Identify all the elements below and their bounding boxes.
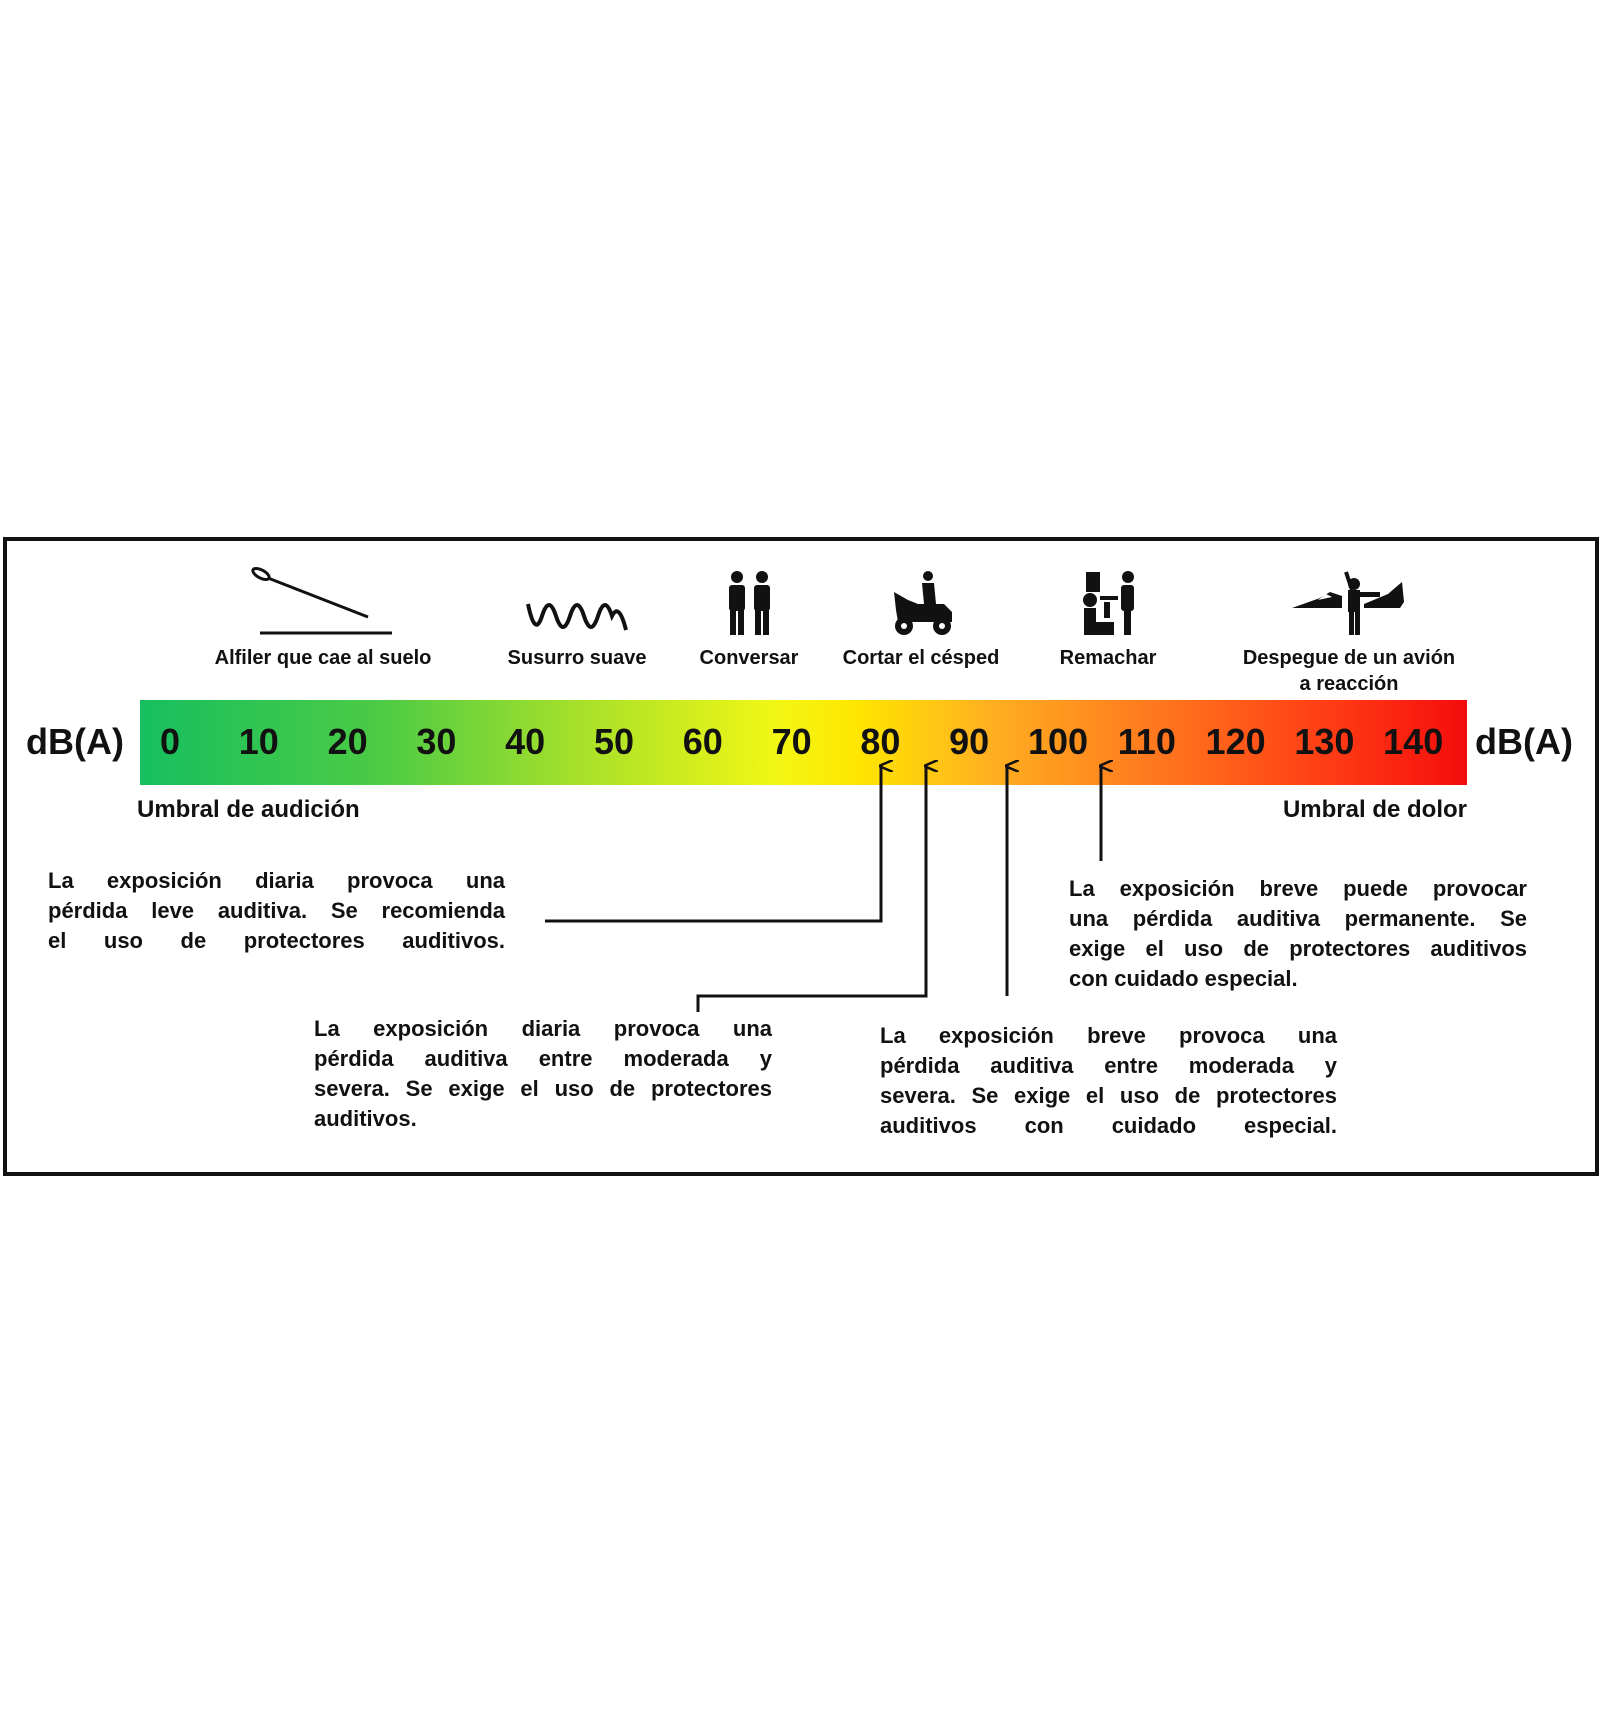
unit-label-right: dB(A) [1475,721,1573,762]
note-line: La exposición breve provoca una [880,1023,1337,1048]
note-brief-moderate-loss: La exposición breve provoca una pérdida a… [880,1021,1337,1141]
two-people-icon [729,571,770,635]
note-line: auditivos con cuidado especial. [880,1113,1337,1138]
jet-takeoff-icon [1292,571,1404,635]
note-brief-permanent-loss: La exposición breve puede provocar una pé… [1069,874,1527,994]
note-line: el uso de protectores auditivos. [48,928,505,953]
note-line: severa. Se exige el uso de protectores [314,1076,772,1101]
note-line: La exposición diaria provoca una [48,868,505,893]
decibel-gradient-bar [140,700,1467,785]
activity-label-riveting: Remachar [1059,647,1157,669]
note-daily-moderate-loss: La exposición diaria provoca una pérdida … [314,1014,772,1134]
tick-label-20: 20 [327,721,368,762]
lawn-mower-icon [894,571,952,635]
hearing-threshold-label: Umbral de audición [137,796,360,823]
note-line: pérdida leve auditiva. Se recomienda [48,898,505,923]
activity-label-whisper: Susurro suave [507,647,647,669]
note-line: con cuidado especial. [1069,966,1298,991]
note-line: auditivos. [314,1106,417,1131]
note-line: pérdida auditiva entre moderada y [314,1046,772,1071]
activity-label-jet: Despegue de un avión a reacción [1199,645,1499,697]
activity-label-conversation: Conversar [699,647,799,669]
note-line: La exposición diaria provoca una [314,1016,772,1041]
tick-label-130: 130 [1294,721,1355,762]
pin-drop-icon [251,566,392,635]
riveting-worker-icon [1083,571,1134,635]
tick-label-120: 120 [1205,721,1266,762]
note-daily-mild-loss: La exposición diaria provoca una pérdida … [48,866,505,956]
tick-label-30: 30 [416,721,457,762]
note-line: La exposición breve puede provocar [1069,876,1527,901]
note-line: severa. Se exige el uso de protectores [880,1083,1337,1108]
tick-label-110: 110 [1117,721,1176,762]
arrow-80db [545,766,881,923]
note-line: una pérdida auditiva permanente. Se [1069,906,1527,931]
chart-frame [3,537,1599,1176]
pain-threshold-label: Umbral de dolor [1282,796,1467,823]
tick-label-80: 80 [860,721,901,762]
tick-label-140: 140 [1383,721,1444,762]
tick-label-10: 10 [238,721,279,762]
tick-label-90: 90 [949,721,990,762]
tick-label-40: 40 [505,721,546,762]
activity-label-jet-line2: a reacción [1299,673,1399,695]
arrow-85db [696,766,926,1012]
activity-label-pin: Alfiler que cae al suelo [214,647,432,669]
tick-label-0: 0 [159,721,181,762]
tick-label-100: 100 [1027,721,1089,762]
tick-label-60: 60 [682,721,723,762]
note-line: exige el uso de protectores auditivos [1069,936,1527,961]
tick-label-50: 50 [593,721,635,762]
activity-label-lawn-mowing: Cortar el césped [842,647,1000,669]
note-line: pérdida auditiva entre moderada y [880,1053,1337,1078]
activity-label-jet-line1: Despegue de un avión [1242,647,1456,669]
unit-label-left: dB(A) [26,721,124,762]
whisper-wave-icon [526,603,628,631]
tick-label-70: 70 [771,721,812,762]
